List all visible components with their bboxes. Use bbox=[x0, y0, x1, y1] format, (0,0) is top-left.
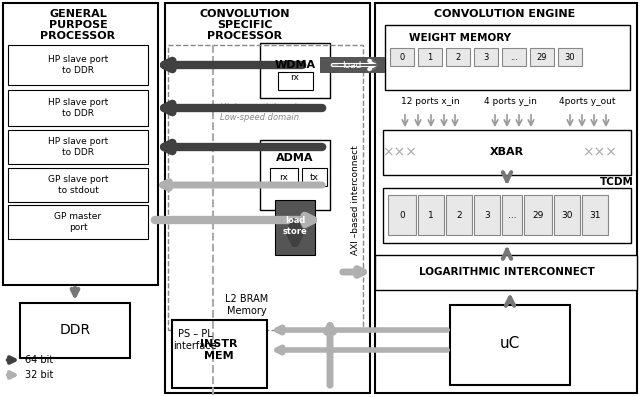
Text: 30: 30 bbox=[561, 210, 573, 220]
Text: PROCESSOR: PROCESSOR bbox=[40, 31, 116, 41]
Text: rx: rx bbox=[280, 173, 289, 181]
Bar bbox=[474, 195, 500, 235]
Text: WEIGHT MEMORY: WEIGHT MEMORY bbox=[409, 33, 511, 43]
Bar bbox=[390, 48, 414, 66]
Bar bbox=[8, 130, 148, 164]
Text: load
store: load store bbox=[283, 216, 307, 236]
Bar bbox=[418, 195, 444, 235]
Text: SPECIFIC: SPECIFIC bbox=[217, 20, 273, 30]
Text: uC: uC bbox=[500, 335, 520, 351]
Bar bbox=[383, 188, 631, 243]
Bar bbox=[582, 195, 608, 235]
Bar bbox=[502, 195, 522, 235]
Text: 1: 1 bbox=[428, 52, 433, 62]
Text: LOGARITHMIC INTERCONNECT: LOGARITHMIC INTERCONNECT bbox=[419, 267, 595, 277]
Text: High-speed domain: High-speed domain bbox=[220, 104, 301, 112]
Text: HP slave port
to DDR: HP slave port to DDR bbox=[48, 137, 108, 157]
Text: PROCESSOR: PROCESSOR bbox=[207, 31, 283, 41]
Bar bbox=[385, 25, 630, 90]
Bar bbox=[172, 320, 267, 388]
Text: 29: 29 bbox=[537, 52, 547, 62]
Text: 4ports y_out: 4ports y_out bbox=[559, 98, 615, 106]
Bar bbox=[450, 305, 570, 385]
Text: ×××: ××× bbox=[383, 145, 417, 159]
Bar bbox=[388, 195, 416, 235]
Bar bbox=[260, 140, 330, 210]
Bar bbox=[446, 48, 470, 66]
Text: PURPOSE: PURPOSE bbox=[49, 20, 108, 30]
Bar bbox=[168, 45, 363, 330]
Bar bbox=[275, 200, 315, 255]
Text: 64 bit: 64 bit bbox=[25, 355, 53, 365]
Text: HP slave port
to DDR: HP slave port to DDR bbox=[48, 98, 108, 118]
Text: 31: 31 bbox=[589, 210, 601, 220]
Bar bbox=[8, 205, 148, 239]
Bar bbox=[302, 168, 327, 186]
Text: GP slave port
to stdout: GP slave port to stdout bbox=[48, 175, 108, 195]
Text: TCDM: TCDM bbox=[600, 177, 634, 187]
Text: HP slave port
to DDR: HP slave port to DDR bbox=[48, 55, 108, 75]
Text: ×××: ××× bbox=[582, 145, 618, 159]
Text: 3: 3 bbox=[484, 210, 490, 220]
Text: GP master
port: GP master port bbox=[54, 212, 102, 232]
Bar bbox=[383, 130, 631, 175]
Text: CONVOLUTION: CONVOLUTION bbox=[200, 9, 291, 19]
Text: 30: 30 bbox=[564, 52, 575, 62]
Bar bbox=[446, 195, 472, 235]
Bar bbox=[20, 303, 130, 358]
Bar bbox=[3, 3, 158, 285]
Bar bbox=[8, 168, 148, 202]
Text: DDR: DDR bbox=[60, 323, 91, 337]
Text: 4 ports y_in: 4 ports y_in bbox=[484, 98, 536, 106]
Bar bbox=[474, 48, 498, 66]
Bar bbox=[8, 90, 148, 126]
Text: GENERAL: GENERAL bbox=[49, 9, 107, 19]
Bar bbox=[165, 3, 370, 393]
Text: rx: rx bbox=[291, 73, 300, 83]
Bar bbox=[270, 168, 298, 186]
Text: ...: ... bbox=[510, 52, 518, 62]
Text: 3: 3 bbox=[483, 52, 489, 62]
Bar bbox=[502, 48, 526, 66]
Text: CONVOLUTION ENGINE: CONVOLUTION ENGINE bbox=[435, 9, 575, 19]
Text: WDMA: WDMA bbox=[275, 60, 316, 70]
Bar bbox=[375, 3, 637, 393]
Text: 12 ports x_in: 12 ports x_in bbox=[401, 98, 460, 106]
Text: load: load bbox=[342, 60, 362, 69]
Bar bbox=[375, 255, 637, 290]
Text: PS – PL
interface: PS – PL interface bbox=[173, 329, 217, 351]
Bar bbox=[524, 195, 552, 235]
Bar bbox=[530, 48, 554, 66]
Bar bbox=[418, 48, 442, 66]
Bar bbox=[554, 195, 580, 235]
Text: INSTR
MEM: INSTR MEM bbox=[200, 339, 237, 361]
Text: AXI –based interconnect: AXI –based interconnect bbox=[351, 145, 360, 255]
Text: 29: 29 bbox=[532, 210, 544, 220]
Text: XBAR: XBAR bbox=[490, 147, 524, 157]
Bar bbox=[320, 57, 385, 73]
Text: L2 BRAM
Memory: L2 BRAM Memory bbox=[225, 294, 269, 316]
Bar bbox=[8, 45, 148, 85]
Text: 32 bit: 32 bit bbox=[25, 370, 53, 380]
Text: 0: 0 bbox=[399, 210, 405, 220]
Text: tx: tx bbox=[310, 173, 319, 181]
Bar bbox=[558, 48, 582, 66]
Text: 2: 2 bbox=[456, 210, 462, 220]
Text: ADMA: ADMA bbox=[276, 153, 314, 163]
Text: Low-speed domain: Low-speed domain bbox=[220, 114, 299, 123]
Text: 1: 1 bbox=[428, 210, 434, 220]
Text: 0: 0 bbox=[399, 52, 404, 62]
Text: 2: 2 bbox=[456, 52, 461, 62]
Text: ...: ... bbox=[508, 210, 516, 220]
Bar bbox=[278, 72, 313, 90]
Bar bbox=[260, 43, 330, 98]
